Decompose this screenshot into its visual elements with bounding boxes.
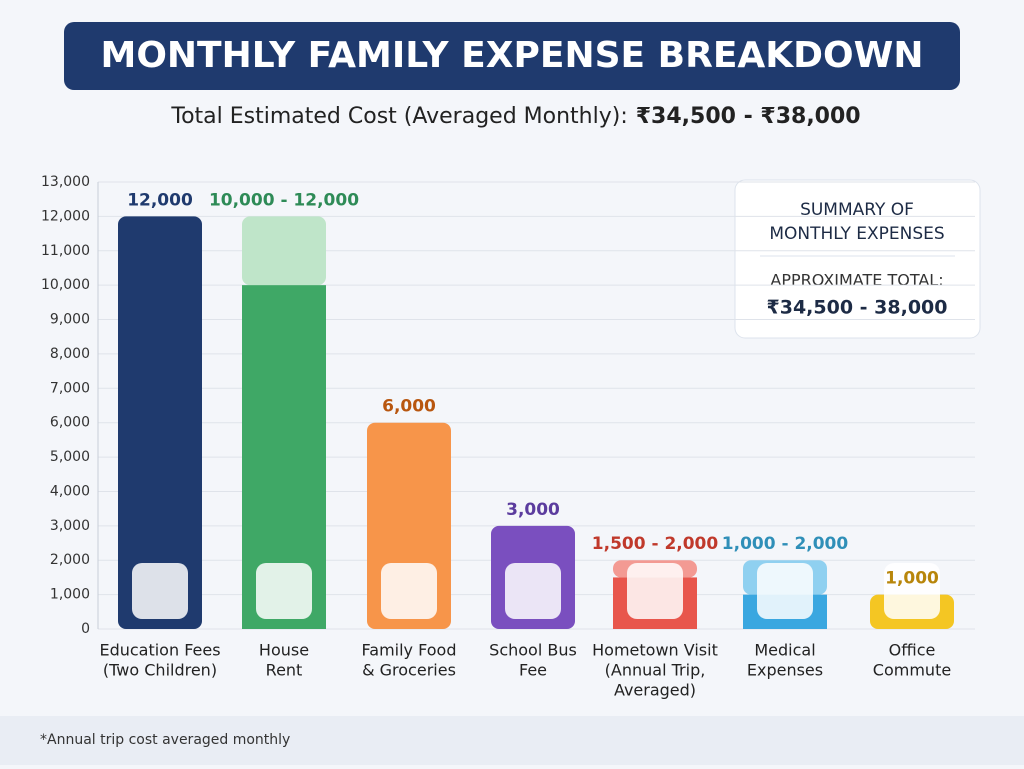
y-tick-label: 0 (81, 621, 90, 637)
x-tick-label: Fee (519, 661, 547, 680)
x-tick-label: Education Fees (99, 641, 220, 660)
value-label: 1,500 - 2,000 (592, 534, 719, 554)
x-tick-label: (Two Children) (103, 661, 217, 680)
summary-title: MONTHLY EXPENSES (769, 224, 944, 244)
y-tick-label: 1,000 (50, 587, 90, 603)
summary-label: APPROXIMATE TOTAL: (770, 271, 943, 290)
value-label: 1,000 - 2,000 (722, 534, 849, 554)
chart-title: MONTHLY FAMILY EXPENSE BREAKDOWN (101, 35, 924, 76)
x-tick-label: Medical (754, 641, 815, 660)
y-tick-label: 6,000 (50, 415, 90, 431)
x-tick-label: (Annual Trip, (605, 661, 706, 680)
x-tick-label: Commute (873, 661, 951, 680)
x-tick-label: Rent (266, 661, 303, 680)
y-tick-label: 4,000 (50, 483, 90, 499)
footnote: *Annual trip cost averaged monthly (40, 732, 290, 748)
subtitle-text: Total Estimated Cost (Averaged Monthly): (170, 104, 627, 129)
bar-icon (505, 563, 561, 619)
x-tick-label: School Bus (489, 641, 577, 660)
bar-icon (256, 563, 312, 619)
value-label: 12,000 (127, 190, 193, 210)
x-tick-label: House (259, 641, 309, 660)
subtitle-total: ₹34,500 - ₹38,000 (636, 104, 861, 129)
summary-card (734, 179, 981, 339)
bar (118, 216, 202, 629)
y-tick-label: 13,000 (41, 174, 90, 190)
bar-range (242, 216, 326, 286)
bar-icon (627, 563, 683, 619)
value-label: 1,000 (885, 569, 939, 589)
summary-total: ₹34,500 - 38,000 (767, 297, 948, 319)
y-tick-label: 5,000 (50, 449, 90, 465)
y-tick-label: 12,000 (41, 208, 90, 224)
value-label: 10,000 - 12,000 (209, 190, 359, 210)
bar-icon (381, 563, 437, 619)
subtitle: Total Estimated Cost (Averaged Monthly):… (170, 104, 860, 129)
y-tick-label: 10,000 (41, 277, 90, 293)
bar-icon (884, 563, 940, 619)
value-label: 6,000 (382, 397, 436, 417)
bar-icon (757, 563, 813, 619)
y-tick-label: 3,000 (50, 518, 90, 534)
title-banner (64, 22, 960, 90)
value-label: 3,000 (506, 500, 560, 520)
y-tick-label: 2,000 (50, 552, 90, 568)
summary-title: SUMMARY OF (800, 200, 914, 220)
bar-icon (132, 563, 188, 619)
x-tick-label: & Groceries (362, 661, 456, 680)
x-tick-label: Hometown Visit (592, 641, 718, 660)
y-tick-label: 7,000 (50, 380, 90, 396)
x-tick-label: Averaged) (614, 681, 696, 700)
summary-box: SUMMARY OF MONTHLY EXPENSES APPROXIMATE … (734, 179, 981, 339)
x-tick-label: Expenses (747, 661, 823, 680)
y-tick-label: 8,000 (50, 346, 90, 362)
y-tick-label: 11,000 (41, 243, 90, 259)
y-tick-label: 9,000 (50, 312, 90, 328)
x-tick-label: Office (889, 641, 936, 660)
x-tick-label: Family Food (362, 641, 457, 660)
footer (0, 716, 1024, 765)
